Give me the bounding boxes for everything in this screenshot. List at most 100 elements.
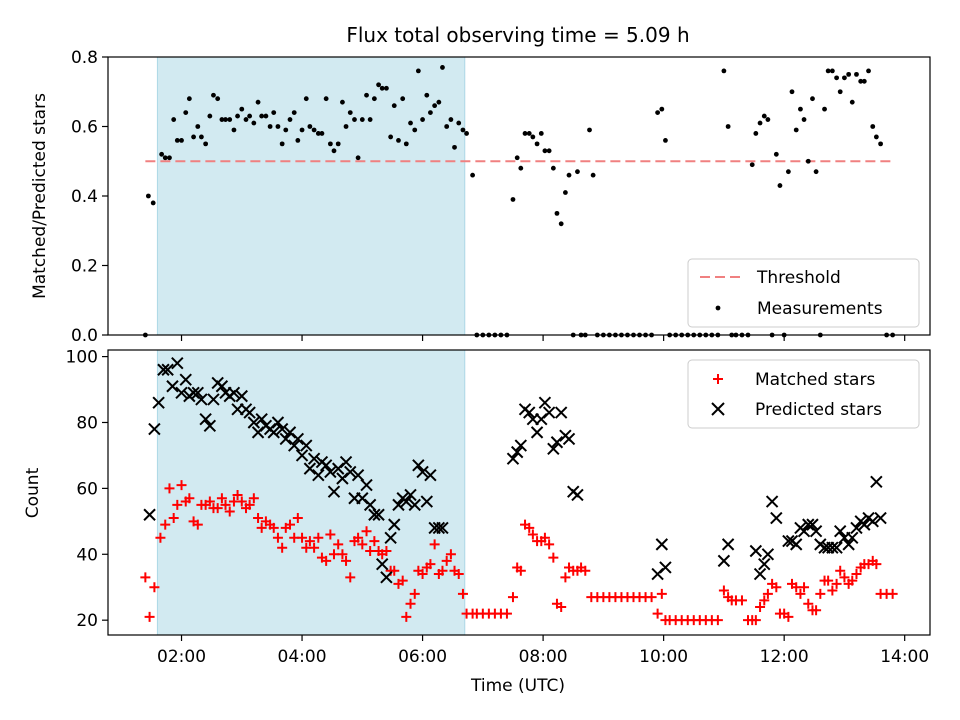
measurement-point — [379, 85, 385, 91]
measurement-point — [323, 96, 329, 102]
matched-star-point — [353, 532, 364, 543]
predicted-star-point — [846, 531, 859, 545]
matched-star-point — [248, 493, 259, 504]
measurement-point — [391, 103, 397, 109]
measurement-point — [801, 117, 807, 122]
matched-star-point — [759, 595, 770, 606]
matched-star-point — [232, 489, 243, 500]
x-tick-label: 08:00 — [519, 647, 568, 667]
predicted-star-point — [514, 439, 528, 452]
measurement-point — [428, 110, 433, 115]
matched-star-point — [580, 565, 591, 576]
measurement-point — [255, 99, 261, 105]
predicted-star-point — [388, 518, 401, 531]
predicted-star-point — [874, 511, 887, 525]
predicted-star-point — [858, 518, 871, 531]
measurement-point — [307, 124, 313, 129]
bottom-panel-points — [140, 356, 898, 626]
matched-star-point — [140, 572, 151, 583]
matched-star-point — [409, 588, 420, 599]
matched-star-point — [361, 526, 372, 537]
measurement-point — [829, 68, 835, 74]
measurement-point — [412, 127, 418, 133]
matched-star-point — [212, 503, 223, 514]
predicted-star-point — [179, 373, 192, 386]
predicted-star-point — [866, 515, 879, 528]
matched-star-point — [548, 552, 559, 563]
predicted-star-point — [408, 498, 421, 512]
measurement-point — [846, 71, 852, 77]
y-tick-label: 0.2 — [71, 257, 98, 277]
matched-star-point — [783, 611, 794, 622]
matched-star-point — [795, 588, 806, 599]
measurement-point — [837, 89, 843, 95]
matched-star-point — [556, 601, 567, 612]
measurement-point — [554, 210, 560, 216]
matched-star-point — [839, 572, 850, 583]
measurement-point — [150, 200, 156, 206]
measurement-point — [813, 169, 819, 175]
measurement-point — [460, 127, 466, 133]
matched-star-point — [831, 578, 842, 589]
predicted-star-point — [790, 538, 803, 551]
measurement-point — [777, 183, 783, 188]
predicted-star-point — [392, 498, 405, 512]
y-tick-label: 0.4 — [71, 187, 98, 207]
measurement-point — [464, 131, 469, 136]
predicted-star-point — [380, 571, 393, 584]
matched-star-point — [750, 615, 761, 626]
predicted-star-point — [175, 386, 188, 400]
predicted-star-point — [420, 495, 434, 508]
predicted-star-point — [826, 541, 839, 554]
measurement-point — [424, 92, 430, 98]
measurement-point — [873, 134, 879, 140]
matched-star-point — [847, 575, 858, 586]
predicted-star-point — [360, 478, 373, 492]
measurement-point — [590, 172, 596, 178]
measurement-point — [340, 99, 345, 105]
predicted-star-point — [749, 544, 763, 558]
matched-star-point — [204, 496, 215, 507]
predicted-star-point — [523, 406, 536, 419]
matched-star-point — [401, 611, 412, 622]
predicted-star-point — [327, 485, 341, 498]
measurement-point — [753, 131, 759, 136]
matched-star-point — [718, 585, 729, 596]
measurement-point — [518, 165, 524, 171]
matched-star-point — [429, 539, 440, 550]
predicted-star-point — [295, 449, 309, 462]
predicted-star-point — [550, 436, 564, 449]
measurement-point — [239, 106, 245, 112]
measurement-point — [243, 117, 249, 122]
measurement-point — [388, 134, 394, 140]
bottom-panel-shaded-region — [156, 349, 466, 636]
predicted-star-point — [324, 465, 337, 479]
matched-star-point — [527, 529, 538, 540]
predicted-star-point — [215, 380, 229, 393]
matched-star-point — [309, 542, 320, 553]
matched-star-point — [369, 536, 380, 547]
matched-star-point — [453, 569, 464, 580]
matched-star-point — [365, 545, 376, 556]
x-tick-label: 12:00 — [760, 647, 809, 667]
matched-star-point — [345, 572, 356, 583]
x-axis-label: Time (UTC) — [470, 676, 565, 696]
predicted-star-point — [279, 432, 292, 446]
matched-star-point — [656, 588, 667, 599]
matched-star-point — [268, 522, 279, 533]
measurement-point — [849, 99, 855, 105]
matched-star-point — [272, 532, 283, 543]
matched-star-point — [811, 605, 822, 616]
predicted-star-point — [412, 459, 425, 472]
measurement-point — [805, 158, 811, 164]
measurement-point — [371, 96, 377, 102]
measurement-point — [291, 110, 297, 115]
bottom-panel: 20 40 60 80 100 02:00 04:00 06:00 08:00 10:00 12:… — [23, 348, 931, 696]
predicted-star-point — [255, 412, 268, 426]
matched-star-point — [417, 569, 428, 580]
measurement-point — [420, 117, 425, 122]
matched-star-point — [501, 608, 512, 619]
top-panel-ylabel: Matched/Predicted stars — [30, 93, 50, 299]
matched-star-point — [284, 519, 295, 530]
measurement-point — [721, 68, 727, 74]
